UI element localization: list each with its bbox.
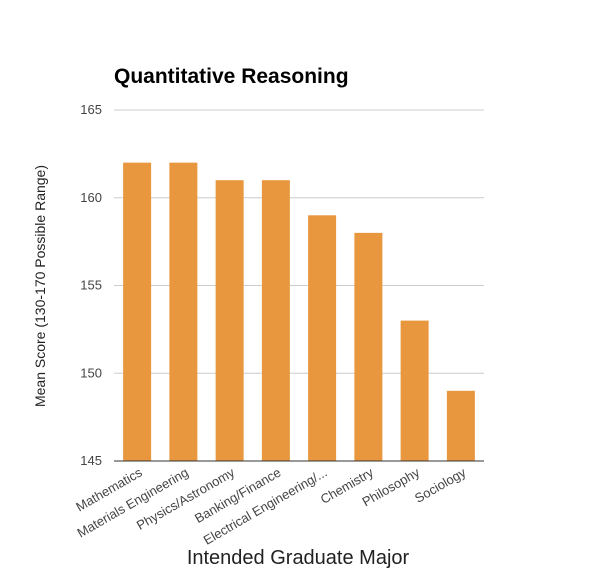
x-tick-label: Sociology [412,464,469,505]
bar [354,232,383,461]
bar [261,180,290,461]
y-axis-label: Mean Score (130-170 Possible Range) [32,165,48,407]
bar [446,390,475,461]
y-axis-ticks: 145 150 155 160 165 [80,102,102,468]
y-tick-label: 150 [80,365,102,380]
bar [308,215,337,461]
y-tick-label: 165 [80,102,102,117]
bar [169,162,198,461]
bar [123,162,152,461]
bar [400,320,429,461]
chart-title: Quantitative Reasoning [114,65,349,88]
y-tick-label: 160 [80,190,102,205]
x-axis-label: Intended Graduate Major [187,547,410,569]
bars [123,162,475,461]
y-tick-label: 145 [80,453,102,468]
bar [215,180,244,461]
y-tick-label: 155 [80,278,102,293]
